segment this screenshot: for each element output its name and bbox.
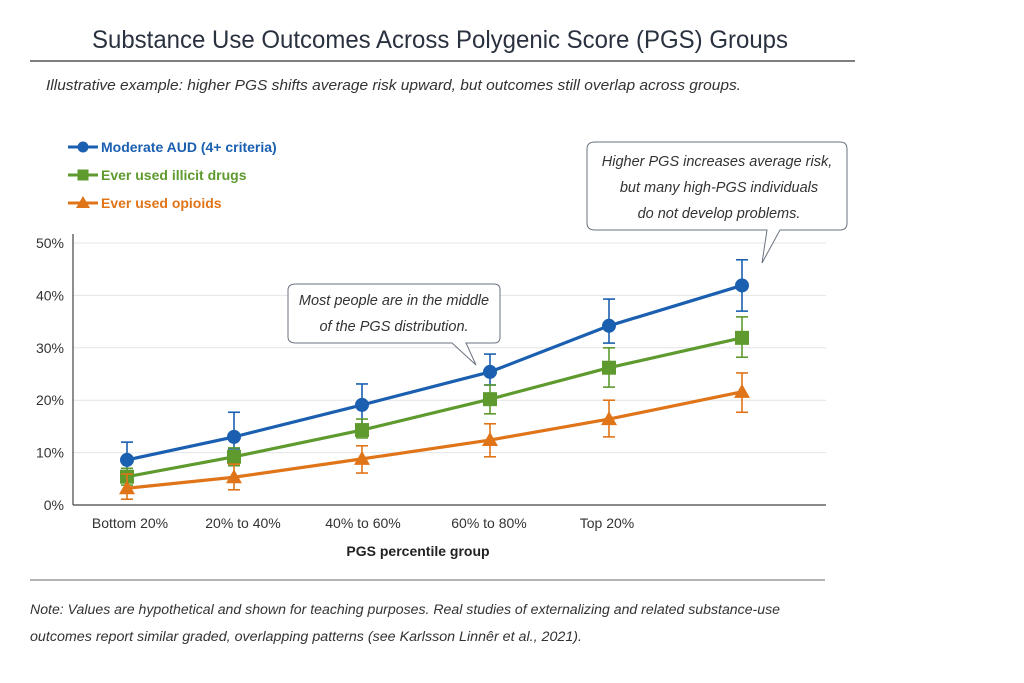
data-point (120, 452, 134, 467)
data-point (735, 278, 749, 293)
legend-marker-icon (77, 169, 89, 181)
legend-label: Moderate AUD (4+ criteria) (101, 139, 277, 155)
series-line (126, 283, 743, 462)
legend-label: Ever used opioids (101, 195, 222, 211)
x-axis-label: PGS percentile group (346, 543, 489, 559)
x-tick-label: 40% to 60% (325, 515, 401, 531)
x-tick-label: Bottom 20% (92, 515, 168, 531)
callout-middle-line-1: Most people are in the middle (299, 293, 489, 309)
y-tick-label: 0% (44, 497, 64, 513)
note-line-2: outcomes report similar graded, overlapp… (30, 629, 582, 644)
data-point (227, 449, 241, 464)
data-point (119, 480, 135, 495)
data-point (226, 469, 242, 484)
y-tick-label: 40% (36, 287, 64, 303)
callout-middle-line-2: of the PGS distribution. (319, 319, 468, 335)
legend-item: Ever used opioids (68, 195, 222, 211)
data-point (602, 360, 616, 375)
chart-subtitle: Illustrative example: higher PGS shifts … (46, 77, 741, 94)
callout-right-line-1: Higher PGS increases average risk, (602, 154, 833, 170)
series-line (126, 390, 743, 490)
callout-right-line-3: do not develop problems. (638, 206, 801, 222)
callout-right: Higher PGS increases average risk, but m… (586, 141, 848, 264)
y-tick-label: 50% (36, 235, 64, 251)
data-point (355, 423, 369, 438)
y-axis-ticks: 0% 10% 20% 30% 40% 50% (36, 235, 64, 513)
legend-marker-icon (77, 141, 89, 153)
data-point (354, 450, 370, 465)
note-line-1: Note: Values are hypothetical and shown … (30, 602, 780, 617)
x-axis-ticks: Bottom 20% 20% to 40% 40% to 60% 60% to 80%… (92, 515, 634, 531)
data-point (227, 429, 241, 444)
series-line (126, 336, 743, 479)
series-3 (119, 372, 750, 501)
chart-title: Substance Use Outcomes Across Polygenic … (92, 26, 788, 54)
y-tick-label: 20% (36, 392, 64, 408)
y-tick-label: 30% (36, 340, 64, 356)
data-point (735, 330, 749, 345)
x-tick-label: 20% to 40% (205, 515, 281, 531)
data-point (482, 432, 498, 447)
callout-middle: Most people are in the middle of the PGS… (287, 283, 501, 366)
callout-right-line-2: but many high-PGS individuals (620, 180, 818, 196)
y-tick-label: 10% (36, 445, 64, 461)
data-point (355, 397, 369, 412)
data-point (602, 318, 616, 333)
data-point (734, 383, 750, 398)
gridlines (73, 242, 826, 454)
data-point (601, 411, 617, 426)
legend-item: Moderate AUD (4+ criteria) (68, 139, 277, 155)
legend: Moderate AUD (4+ criteria) Ever used illi… (68, 139, 277, 211)
data-point (483, 392, 497, 407)
legend-label: Ever used illicit drugs (101, 167, 247, 183)
data-point (483, 364, 497, 379)
series-layer (119, 258, 750, 501)
legend-marker-icon (76, 196, 90, 208)
x-tick-label: Top 20% (580, 515, 634, 531)
legend-item: Ever used illicit drugs (68, 167, 247, 183)
x-tick-label: 60% to 80% (451, 515, 527, 531)
